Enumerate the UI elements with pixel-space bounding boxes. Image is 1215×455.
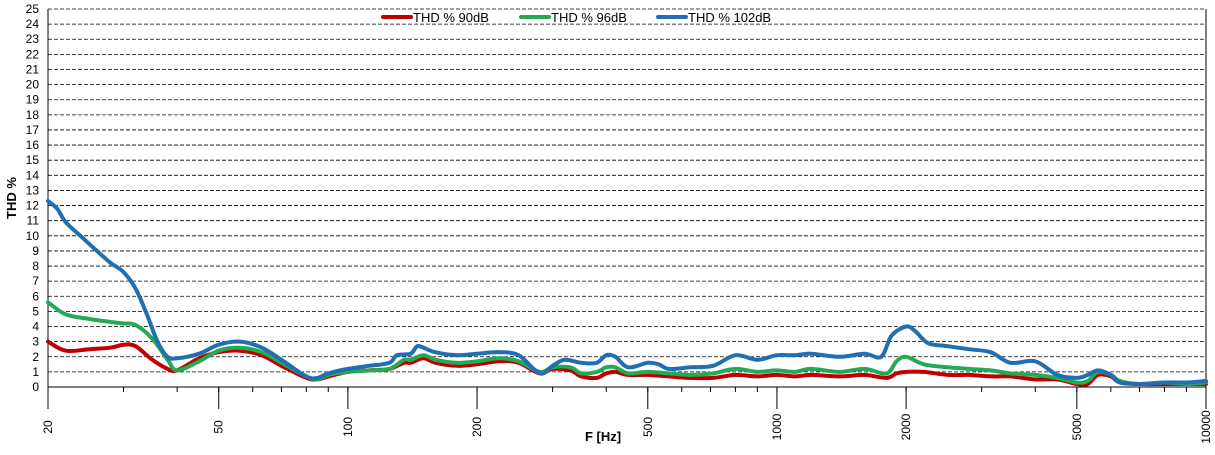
legend-label-2: THD % 102dB [688, 10, 771, 25]
series-line-0 [46, 339, 1208, 387]
y-tick-label: 13 [26, 183, 40, 197]
y-axis-title: THD % [4, 177, 19, 219]
y-tick-label: 5 [32, 304, 39, 318]
x-tick-label: 50 [212, 420, 226, 434]
y-tick-label: 21 [26, 62, 40, 76]
series-lines [46, 199, 1208, 387]
legend-label-0: THD % 90dB [413, 10, 489, 25]
y-tick-label: 12 [26, 199, 40, 213]
y-tick-label: 11 [27, 214, 40, 228]
y-axis: 0123456789101112131415161718192021222324… [26, 2, 49, 394]
y-tick-label: 22 [26, 47, 40, 61]
x-tick-label: 20 [41, 420, 55, 434]
y-tick-label: 10 [26, 229, 40, 243]
x-tick-label: 200 [470, 417, 484, 437]
x-tick-label: 10000 [1199, 410, 1213, 444]
y-tick-label: 18 [26, 108, 40, 122]
y-tick-label: 24 [26, 17, 40, 31]
y-tick-label: 16 [26, 138, 40, 152]
x-tick-label: 100 [341, 417, 355, 437]
legend-label-1: THD % 96dB [551, 10, 627, 25]
x-tick-label: 5000 [1070, 413, 1084, 440]
y-tick-label: 1 [32, 365, 39, 379]
y-tick-label: 3 [32, 335, 39, 349]
y-tick-label: 2 [32, 350, 39, 364]
grid-lines [48, 8, 1207, 387]
y-tick-label: 14 [26, 168, 40, 182]
y-tick-label: 4 [32, 320, 39, 334]
x-tick-label: 500 [641, 417, 655, 437]
y-tick-label: 0 [32, 380, 39, 394]
x-axis-title: F [Hz] [585, 429, 621, 444]
series-line-1 [46, 300, 1208, 387]
y-tick-label: 6 [32, 289, 39, 303]
y-tick-label: 7 [32, 274, 39, 288]
legend: THD % 90dB THD % 96dB THD % 102dB [381, 10, 771, 25]
y-tick-label: 17 [26, 123, 40, 137]
x-tick-label: 2000 [899, 413, 913, 440]
x-axis: 20 50 100 200 500 1000 2000 5000 10000 [41, 386, 1213, 444]
y-tick-label: 19 [26, 93, 40, 107]
y-tick-label: 8 [32, 259, 39, 273]
x-tick-label: 1000 [770, 413, 784, 440]
y-tick-label: 15 [26, 153, 40, 167]
y-tick-label: 9 [32, 244, 39, 258]
y-tick-label: 23 [26, 32, 40, 46]
series-line-2 [46, 199, 1208, 386]
y-tick-label: 20 [26, 78, 40, 92]
y-tick-label: 25 [26, 2, 40, 16]
